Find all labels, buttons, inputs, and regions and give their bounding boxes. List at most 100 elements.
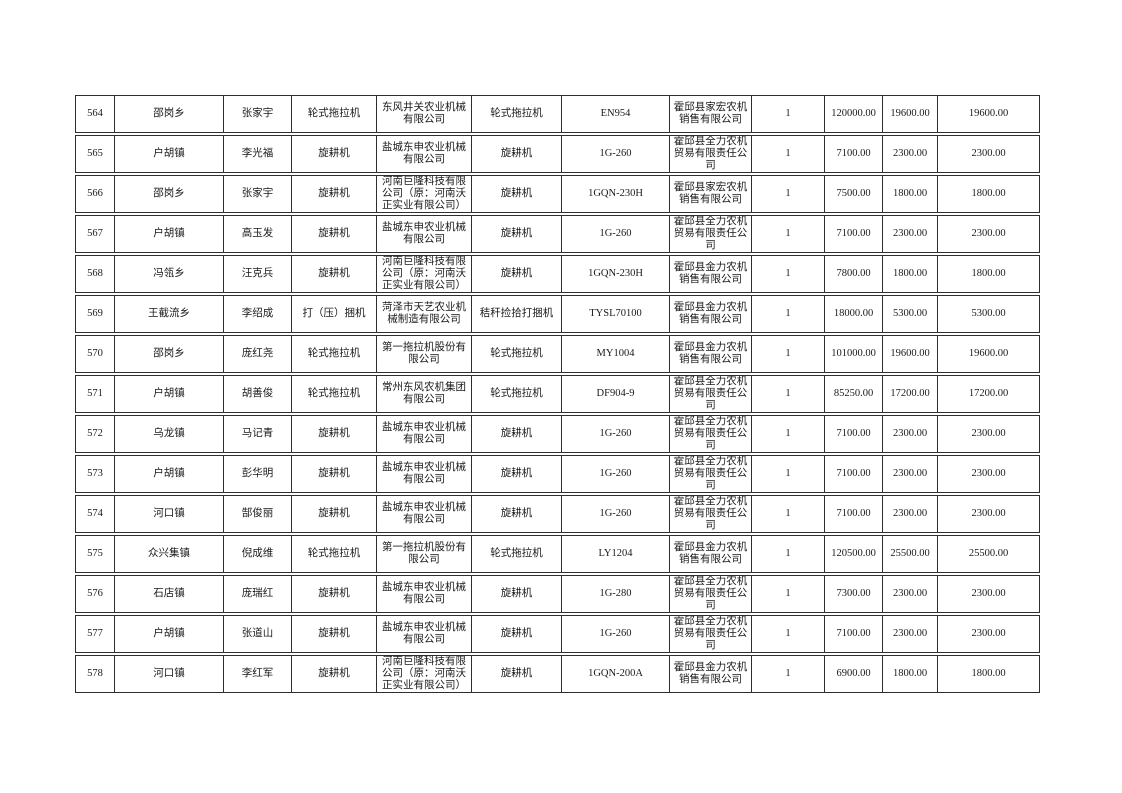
- cell-manufacturer: 河南巨隆科技有限公司（原：河南沃正实业有限公司）: [377, 255, 472, 293]
- cell-total-subsidy: 17200.00: [938, 375, 1040, 413]
- cell-town: 邵岗乡: [115, 335, 224, 373]
- cell-total-subsidy: 2300.00: [938, 615, 1040, 653]
- cell-price: 7100.00: [825, 215, 883, 253]
- cell-row-number: 564: [75, 95, 115, 133]
- cell-person-name: 彭华明: [224, 455, 292, 493]
- cell-machine-type: 旋耕机: [292, 655, 377, 693]
- cell-dealer: 霍邱县全力农机贸易有限责任公司: [670, 215, 752, 253]
- cell-dealer: 霍邱县金力农机销售有限公司: [670, 335, 752, 373]
- cell-machine-type: 旋耕机: [292, 455, 377, 493]
- cell-dealer: 霍邱县金力农机销售有限公司: [670, 655, 752, 693]
- cell-price: 7100.00: [825, 615, 883, 653]
- cell-row-number: 577: [75, 615, 115, 653]
- cell-machine-type: 轮式拖拉机: [292, 95, 377, 133]
- cell-category: 旋耕机: [472, 455, 562, 493]
- cell-machine-type: 旋耕机: [292, 255, 377, 293]
- cell-subsidy: 2300.00: [883, 415, 938, 453]
- cell-person-name: 李红军: [224, 655, 292, 693]
- cell-category: 旋耕机: [472, 415, 562, 453]
- cell-model: TYSL70100: [562, 295, 670, 333]
- cell-person-name: 庞红尧: [224, 335, 292, 373]
- cell-subsidy: 17200.00: [883, 375, 938, 413]
- cell-manufacturer: 东风井关农业机械有限公司: [377, 95, 472, 133]
- cell-category: 旋耕机: [472, 655, 562, 693]
- cell-subsidy: 25500.00: [883, 535, 938, 573]
- cell-subsidy: 2300.00: [883, 215, 938, 253]
- cell-dealer: 霍邱县全力农机贸易有限责任公司: [670, 455, 752, 493]
- cell-manufacturer: 盐城东申农业机械有限公司: [377, 615, 472, 653]
- cell-model: 1GQN-230H: [562, 175, 670, 213]
- cell-quantity: 1: [752, 175, 825, 213]
- cell-category: 旋耕机: [472, 215, 562, 253]
- cell-price: 7100.00: [825, 455, 883, 493]
- cell-dealer: 霍邱县金力农机销售有限公司: [670, 535, 752, 573]
- table-row: 566 邵岗乡 张家宇 旋耕机 河南巨隆科技有限公司（原：河南沃正实业有限公司）…: [75, 175, 1040, 213]
- table-row: 574 河口镇 郜俊丽 旋耕机 盐城东申农业机械有限公司 旋耕机 1G-260 …: [75, 495, 1040, 533]
- cell-category: 旋耕机: [472, 615, 562, 653]
- cell-manufacturer: 第一拖拉机股份有限公司: [377, 535, 472, 573]
- cell-category: 旋耕机: [472, 255, 562, 293]
- cell-price: 120500.00: [825, 535, 883, 573]
- cell-row-number: 571: [75, 375, 115, 413]
- cell-model: 1G-260: [562, 455, 670, 493]
- cell-dealer: 霍邱县金力农机销售有限公司: [670, 255, 752, 293]
- cell-person-name: 胡善俊: [224, 375, 292, 413]
- cell-row-number: 566: [75, 175, 115, 213]
- cell-category: 轮式拖拉机: [472, 95, 562, 133]
- cell-person-name: 张家宇: [224, 95, 292, 133]
- cell-price: 7100.00: [825, 135, 883, 173]
- cell-row-number: 576: [75, 575, 115, 613]
- cell-person-name: 庞瑞红: [224, 575, 292, 613]
- cell-manufacturer: 第一拖拉机股份有限公司: [377, 335, 472, 373]
- cell-quantity: 1: [752, 215, 825, 253]
- cell-model: DF904-9: [562, 375, 670, 413]
- table-row: 575 众兴集镇 倪成维 轮式拖拉机 第一拖拉机股份有限公司 轮式拖拉机 LY1…: [75, 535, 1040, 573]
- cell-town: 户胡镇: [115, 455, 224, 493]
- cell-town: 乌龙镇: [115, 415, 224, 453]
- cell-quantity: 1: [752, 295, 825, 333]
- cell-machine-type: 旋耕机: [292, 215, 377, 253]
- cell-total-subsidy: 2300.00: [938, 455, 1040, 493]
- cell-price: 7100.00: [825, 415, 883, 453]
- cell-row-number: 567: [75, 215, 115, 253]
- cell-machine-type: 旋耕机: [292, 495, 377, 533]
- cell-model: EN954: [562, 95, 670, 133]
- cell-row-number: 572: [75, 415, 115, 453]
- cell-total-subsidy: 1800.00: [938, 175, 1040, 213]
- cell-quantity: 1: [752, 335, 825, 373]
- cell-manufacturer: 河南巨隆科技有限公司（原：河南沃正实业有限公司）: [377, 175, 472, 213]
- table-row: 578 河口镇 李红军 旋耕机 河南巨隆科技有限公司（原：河南沃正实业有限公司）…: [75, 655, 1040, 693]
- cell-subsidy: 2300.00: [883, 135, 938, 173]
- cell-model: MY1004: [562, 335, 670, 373]
- cell-town: 户胡镇: [115, 375, 224, 413]
- cell-person-name: 汪克兵: [224, 255, 292, 293]
- subsidy-table-body: 564 邵岗乡 张家宇 轮式拖拉机 东风井关农业机械有限公司 轮式拖拉机 EN9…: [75, 95, 1040, 693]
- cell-price: 7800.00: [825, 255, 883, 293]
- cell-model: LY1204: [562, 535, 670, 573]
- cell-row-number: 573: [75, 455, 115, 493]
- cell-manufacturer: 盐城东申农业机械有限公司: [377, 415, 472, 453]
- cell-subsidy: 19600.00: [883, 95, 938, 133]
- cell-subsidy: 1800.00: [883, 655, 938, 693]
- cell-dealer: 霍邱县全力农机贸易有限责任公司: [670, 495, 752, 533]
- cell-dealer: 霍邱县全力农机贸易有限责任公司: [670, 375, 752, 413]
- cell-person-name: 郜俊丽: [224, 495, 292, 533]
- cell-subsidy: 2300.00: [883, 455, 938, 493]
- cell-dealer: 霍邱县全力农机贸易有限责任公司: [670, 575, 752, 613]
- cell-total-subsidy: 2300.00: [938, 575, 1040, 613]
- cell-quantity: 1: [752, 375, 825, 413]
- cell-row-number: 568: [75, 255, 115, 293]
- cell-dealer: 霍邱县家宏农机销售有限公司: [670, 95, 752, 133]
- cell-total-subsidy: 1800.00: [938, 255, 1040, 293]
- table-row: 571 户胡镇 胡善俊 轮式拖拉机 常州东风农机集团有限公司 轮式拖拉机 DF9…: [75, 375, 1040, 413]
- cell-dealer: 霍邱县全力农机贸易有限责任公司: [670, 415, 752, 453]
- cell-manufacturer: 盐城东申农业机械有限公司: [377, 455, 472, 493]
- table-row: 572 乌龙镇 马记青 旋耕机 盐城东申农业机械有限公司 旋耕机 1G-260 …: [75, 415, 1040, 453]
- cell-category: 旋耕机: [472, 175, 562, 213]
- table-row: 573 户胡镇 彭华明 旋耕机 盐城东申农业机械有限公司 旋耕机 1G-260 …: [75, 455, 1040, 493]
- table-row: 569 王截流乡 李绍成 打（压）捆机 菏泽市天艺农业机械制造有限公司 秸秆捡拾…: [75, 295, 1040, 333]
- table-row: 564 邵岗乡 张家宇 轮式拖拉机 东风井关农业机械有限公司 轮式拖拉机 EN9…: [75, 95, 1040, 133]
- cell-town: 邵岗乡: [115, 175, 224, 213]
- cell-quantity: 1: [752, 615, 825, 653]
- cell-quantity: 1: [752, 415, 825, 453]
